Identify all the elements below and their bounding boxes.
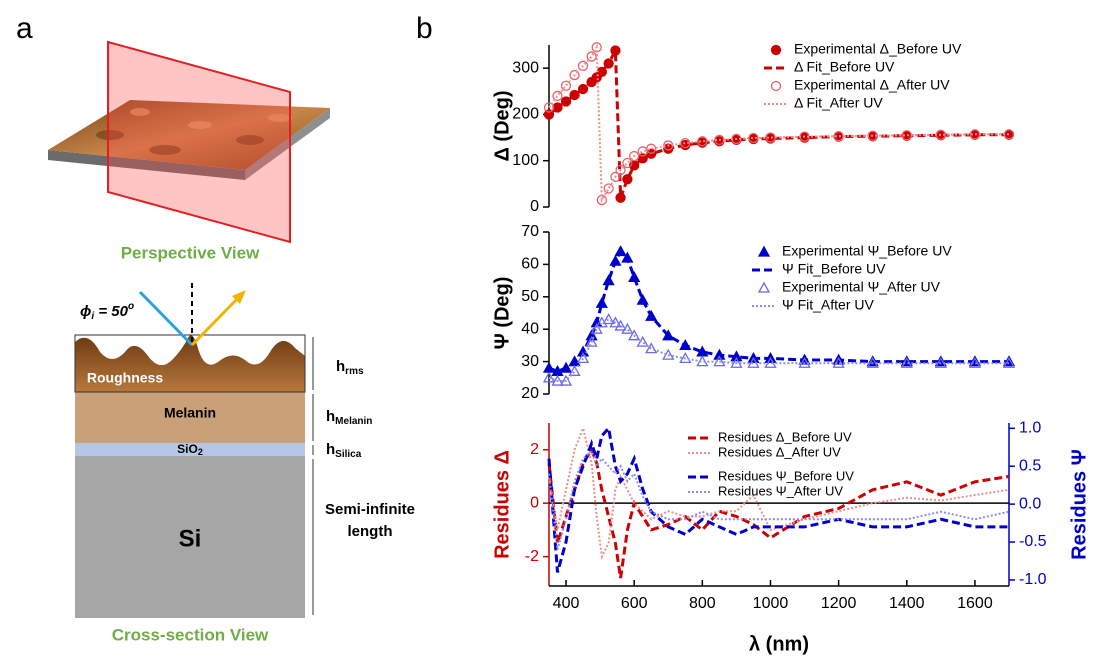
marker [616,321,626,330]
incidence-plane [108,42,290,242]
series-line [549,451,1009,549]
legend-symbol [759,247,769,256]
y-tick-label: 20 [521,385,539,402]
x-tick-label: 1200 [821,595,857,612]
y2-tick-label: -0.5 [1019,533,1047,550]
y-tick-label: 50 [521,288,539,305]
legend-symbol [772,46,781,55]
layer-label: Melanin [164,405,216,421]
marker [697,357,707,366]
legend-label: Experimental Δ_After UV [794,77,950,93]
y-tick-label: 0 [530,494,539,511]
y-tick-label: 30 [521,353,539,370]
legend-label: Residues Ψ_After UV [718,483,843,498]
legend-label: Ψ Fit_After UV [782,297,874,313]
legend-symbol [772,82,781,91]
legend-label: Experimental Ψ_Before UV [782,243,952,259]
legend-label: Residues Ψ_Before UV [718,468,854,483]
y-tick-label: -2 [525,548,539,565]
x-tick-label: 1400 [889,595,925,612]
layer-label: Si [179,525,202,552]
series-line [549,47,1009,200]
y2-tick-label: -1.0 [1019,571,1047,588]
y-axis-title: Residues Δ [491,450,513,559]
angle-label: ϕi = 50o [80,301,134,322]
thickness-label: length [348,523,393,540]
layer-label: Roughness [87,370,163,386]
y-tick-label: 300 [512,59,539,76]
y-tick-label: 200 [512,106,539,123]
legend-label: Δ Fit_After UV [794,95,883,111]
y-tick-label: 40 [521,320,539,337]
x-tick-label: 1000 [753,595,789,612]
incident-beam [140,292,192,345]
series-line [549,51,1009,198]
y-tick-label: 60 [521,256,539,273]
series-line [549,251,1009,371]
y-tick-label: 0 [530,198,539,215]
legend-label: Experimental Ψ_After UV [782,279,941,295]
x-axis-title: λ (nm) [749,633,809,655]
thickness-label: hSilica [326,441,362,460]
x-tick-label: 800 [689,595,716,612]
legend-label: Residues Δ_Before UV [718,429,852,444]
marker [622,324,632,333]
y-axis-title: Δ (Deg) [491,90,513,161]
legend-label: Residues Δ_After UV [718,444,841,459]
y-axis-title: Ψ (Deg) [491,277,513,350]
y2-tick-label: 1.0 [1019,420,1041,437]
thickness-label: hrms [336,358,364,377]
thickness-label: hMelanin [326,408,372,427]
y-tick-label: 2 [530,441,539,458]
caption: Cross-section View [112,625,269,644]
caption: Perspective View [121,243,260,262]
legend-symbol [759,283,769,292]
y-tick-label: 100 [512,152,539,169]
y2-tick-label: 0.0 [1019,495,1041,512]
y-tick-label: 70 [521,223,539,240]
legend-label: Experimental Δ_Before UV [794,41,962,57]
marker [604,184,613,193]
panel-label: a [16,12,33,45]
x-tick-label: 1600 [957,595,993,612]
thickness-label: Semi-infinite [325,501,415,518]
figure: a b Perspective View ϕi = 50o Roughness … [0,0,1097,658]
reflected-beam [192,296,240,345]
legend-label: Δ Fit_Before UV [794,59,895,75]
panel-label: b [416,12,433,45]
y2-axis-title: Residues Ψ [1068,449,1090,560]
legend-label: Ψ Fit_Before UV [782,261,886,277]
x-tick-label: 400 [553,595,580,612]
y2-tick-label: 0.5 [1019,457,1041,474]
x-tick-label: 600 [621,595,648,612]
series-line [549,320,1009,382]
